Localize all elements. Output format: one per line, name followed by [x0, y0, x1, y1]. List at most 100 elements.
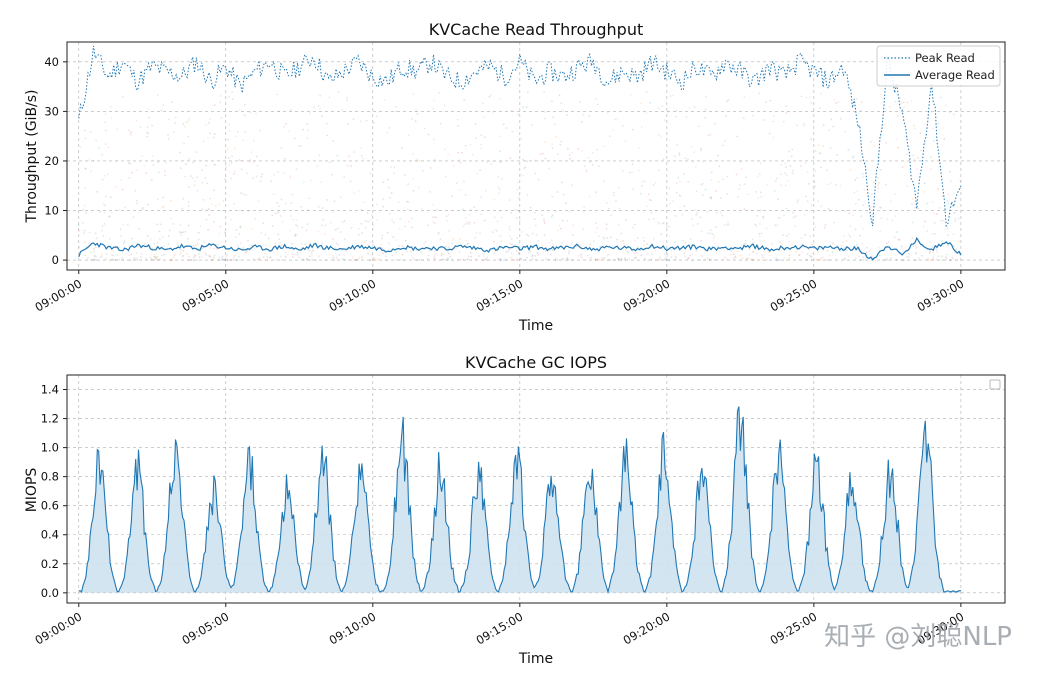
node-read-point [716, 211, 718, 214]
node-read-point [381, 247, 384, 250]
node-read-point [176, 242, 179, 245]
node-read-point [562, 109, 565, 112]
node-read-point [306, 223, 309, 226]
node-read-point [459, 238, 462, 240]
node-read-point [130, 130, 133, 133]
node-read-point [787, 233, 790, 236]
node-read-point [648, 218, 651, 221]
node-read-point [459, 161, 462, 164]
node-read-point [226, 259, 229, 261]
node-read-point [860, 215, 863, 218]
node-read-point [244, 251, 247, 254]
node-read-point [294, 233, 297, 236]
node-read-point [480, 213, 483, 216]
node-read-point [184, 230, 187, 233]
node-read-point [626, 250, 629, 253]
node-read-point [274, 242, 277, 245]
node-read-point [126, 223, 129, 226]
node-read-point [773, 114, 775, 117]
y-tick-label: 1.2 [41, 412, 59, 426]
node-read-point [753, 250, 755, 253]
node-read-point [503, 259, 506, 261]
node-read-point [338, 254, 341, 256]
node-read-point [136, 257, 139, 260]
node-read-point [378, 254, 381, 257]
node-read-point [877, 184, 879, 187]
node-read-point [717, 245, 720, 248]
node-read-point [857, 198, 860, 201]
node-read-point [423, 242, 425, 245]
node-read-point [449, 255, 452, 258]
node-read-point [764, 101, 767, 103]
node-read-point [808, 248, 811, 251]
node-read-point [889, 105, 891, 108]
node-read-point [269, 256, 271, 259]
node-read-point [617, 258, 620, 261]
node-read-point [913, 158, 916, 161]
node-read-point [826, 183, 829, 186]
node-read-point [121, 96, 124, 98]
node-read-point [320, 115, 323, 118]
node-read-point [103, 211, 106, 214]
node-read-point [447, 213, 450, 216]
node-read-point [146, 135, 149, 138]
node-read-point [264, 244, 267, 247]
node-read-point [134, 189, 137, 192]
node-read-point [433, 250, 436, 253]
node-read-point [355, 258, 358, 261]
node-read-point [157, 258, 160, 261]
node-read-point [295, 223, 297, 226]
node-read-point [296, 253, 299, 256]
node-read-point [912, 154, 915, 157]
node-read-point [820, 92, 823, 95]
node-read-point [762, 216, 765, 219]
node-read-point [433, 254, 436, 257]
node-read-point [906, 153, 909, 155]
node-read-point [868, 250, 871, 252]
node-read-point [285, 122, 288, 125]
node-read-point [302, 128, 305, 131]
node-read-point [269, 256, 272, 258]
node-read-point [879, 168, 882, 171]
x-tick-label: 09:10:00 [327, 609, 379, 647]
node-read-point [499, 98, 502, 101]
node-read-point [489, 94, 492, 96]
node-read-point [928, 251, 931, 254]
node-read-point [523, 167, 526, 170]
node-read-point [474, 137, 477, 139]
node-read-point [147, 107, 150, 110]
node-read-point [788, 240, 791, 243]
node-read-point [726, 224, 729, 227]
node-read-point [531, 232, 534, 235]
node-read-point [518, 220, 521, 222]
node-read-point [218, 256, 221, 259]
node-read-point [199, 250, 201, 253]
node-read-point [136, 202, 139, 205]
node-read-point [230, 177, 232, 180]
node-read-point [280, 244, 282, 247]
node-read-point [203, 241, 205, 244]
node-read-point [763, 250, 766, 253]
node-read-point [580, 253, 582, 256]
node-read-point [470, 255, 473, 258]
node-read-point [182, 123, 185, 125]
node-read-point [778, 258, 781, 261]
node-read-point [785, 258, 788, 261]
node-read-point [843, 246, 846, 249]
node-read-point [409, 250, 412, 253]
node-read-point [726, 100, 729, 103]
node-read-point [230, 259, 232, 261]
node-read-point [353, 151, 356, 153]
node-read-point [305, 258, 308, 261]
node-read-point [776, 224, 779, 226]
node-read-point [179, 253, 182, 255]
node-read-point [362, 201, 365, 203]
node-read-point [777, 217, 780, 220]
node-read-point [929, 250, 932, 253]
node-read-point [526, 194, 529, 196]
node-read-point [281, 259, 284, 261]
node-read-point [179, 167, 182, 170]
node-read-point [633, 223, 636, 226]
node-read-point [847, 149, 850, 152]
node-read-point [638, 147, 640, 150]
